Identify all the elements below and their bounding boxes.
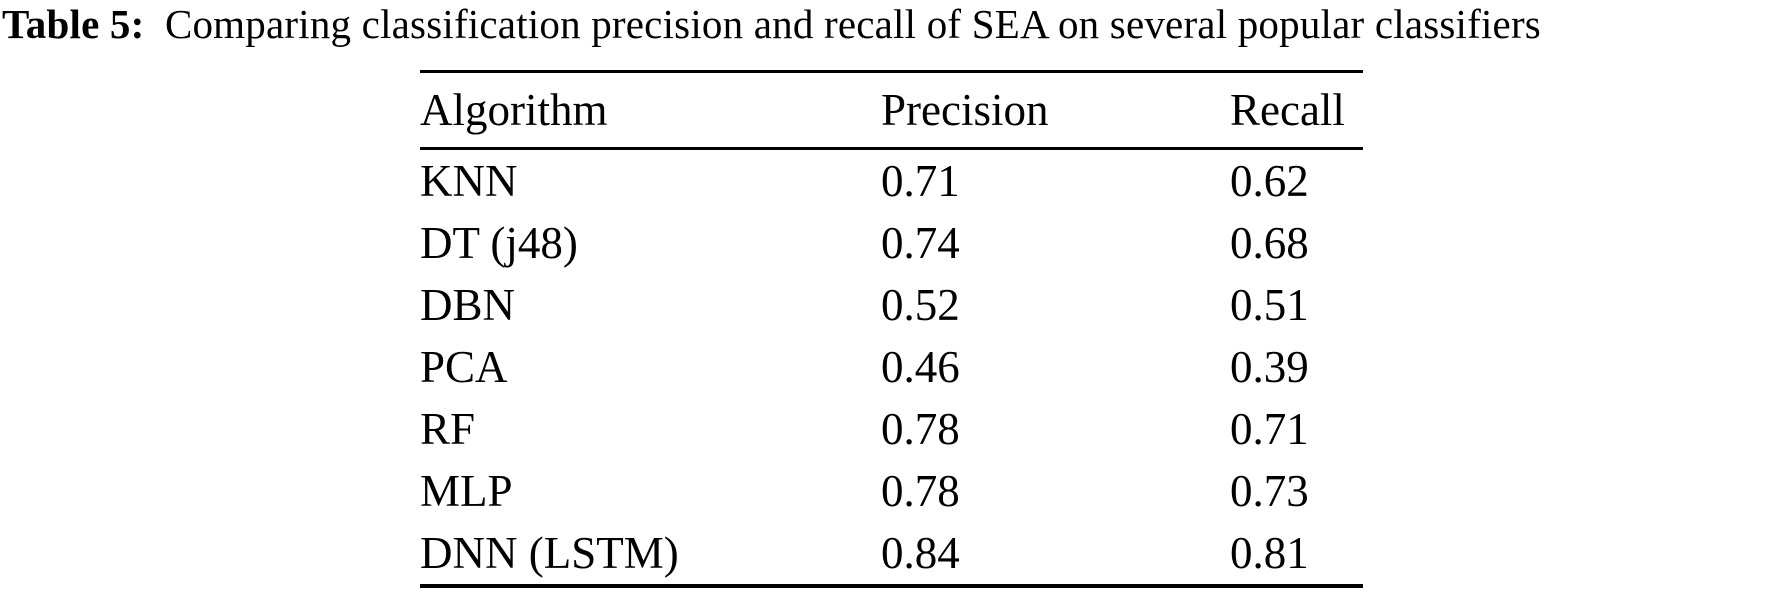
table-header: Algorithm Precision Recall xyxy=(420,71,1363,150)
table-caption: Table 5: Comparing classification precis… xyxy=(2,1,1541,48)
cell-algorithm: DT (j48) xyxy=(420,218,578,268)
cell-recall: 0.71 xyxy=(1230,404,1309,454)
cell-algorithm: KNN xyxy=(420,156,518,206)
table-header-row: Algorithm Precision Recall xyxy=(420,71,1363,150)
column-header-precision: Precision xyxy=(881,71,1230,150)
cell-algorithm: RF xyxy=(420,404,476,454)
cell-precision: 0.46 xyxy=(881,342,960,392)
cell-recall: 0.62 xyxy=(1230,156,1309,206)
table-row: MLP 0.78 0.73 xyxy=(420,460,1363,522)
table-body: KNN 0.71 0.62 DT (j48) 0.74 0.68 DBN 0.5… xyxy=(420,149,1363,587)
table-row: DT (j48) 0.74 0.68 xyxy=(420,212,1363,274)
cell-recall: 0.73 xyxy=(1230,466,1309,516)
cell-recall: 0.68 xyxy=(1230,218,1309,268)
table-caption-text: Comparing classification precision and r… xyxy=(164,1,1541,47)
table-row: DBN 0.52 0.51 xyxy=(420,274,1363,336)
table-row: PCA 0.46 0.39 xyxy=(420,336,1363,398)
cell-recall: 0.51 xyxy=(1230,280,1309,330)
cell-recall: 0.81 xyxy=(1230,528,1309,578)
cell-precision: 0.71 xyxy=(881,156,960,206)
cell-precision: 0.52 xyxy=(881,280,960,330)
cell-recall: 0.39 xyxy=(1230,342,1309,392)
results-table: Algorithm Precision Recall KNN 0.71 0.62… xyxy=(420,70,1363,588)
cell-algorithm: DNN (LSTM) xyxy=(420,528,679,578)
table-caption-label: Table 5: xyxy=(2,1,145,47)
column-header-recall: Recall xyxy=(1230,71,1363,150)
column-header-algorithm: Algorithm xyxy=(420,71,881,150)
table-row: DNN (LSTM) 0.84 0.81 xyxy=(420,522,1363,586)
table-row: RF 0.78 0.71 xyxy=(420,398,1363,460)
cell-precision: 0.74 xyxy=(881,218,960,268)
cell-precision: 0.84 xyxy=(881,528,960,578)
cell-algorithm: DBN xyxy=(420,280,516,330)
cell-precision: 0.78 xyxy=(881,404,960,454)
cell-algorithm: MLP xyxy=(420,466,513,516)
cell-algorithm: PCA xyxy=(420,342,508,392)
cell-precision: 0.78 xyxy=(881,466,960,516)
table-row: KNN 0.71 0.62 xyxy=(420,149,1363,213)
